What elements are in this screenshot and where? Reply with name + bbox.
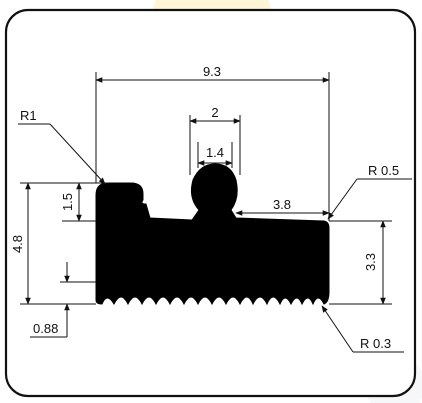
seal-profile bbox=[95, 163, 330, 306]
dimension-height-top: 1.5 bbox=[60, 182, 96, 222]
dimension-width-total: 9.3 bbox=[95, 64, 330, 221]
dimension-height-total: 4.8 bbox=[10, 182, 108, 305]
label-width-total: 9.3 bbox=[203, 64, 221, 79]
label-radius-bottom-right: R 0.3 bbox=[360, 336, 391, 351]
label-height-top: 1.5 bbox=[60, 193, 75, 211]
label-height-total: 4.8 bbox=[10, 235, 25, 253]
label-bottom-gap: 0.88 bbox=[33, 321, 58, 336]
dimension-height-right: 3.3 bbox=[329, 220, 392, 305]
dimension-top-inner: 1.4 bbox=[197, 142, 233, 168]
dimension-right-step: 3.8 bbox=[235, 197, 330, 216]
dimension-top-outer: 2 bbox=[189, 105, 241, 175]
label-height-right: 3.3 bbox=[363, 253, 378, 271]
leader-radius-top-left: R1 bbox=[18, 108, 106, 185]
label-radius-top-left: R1 bbox=[20, 108, 37, 123]
label-right-step: 3.8 bbox=[273, 197, 291, 212]
label-top-inner: 1.4 bbox=[206, 145, 224, 160]
leader-radius-bottom-right: R 0.3 bbox=[321, 305, 404, 353]
dimension-bottom-gap: 0.88 bbox=[30, 262, 96, 338]
label-radius-top-right: R 0.5 bbox=[368, 163, 399, 178]
label-top-outer: 2 bbox=[211, 105, 218, 120]
leader-radius-top-right: R 0.5 bbox=[327, 163, 412, 220]
